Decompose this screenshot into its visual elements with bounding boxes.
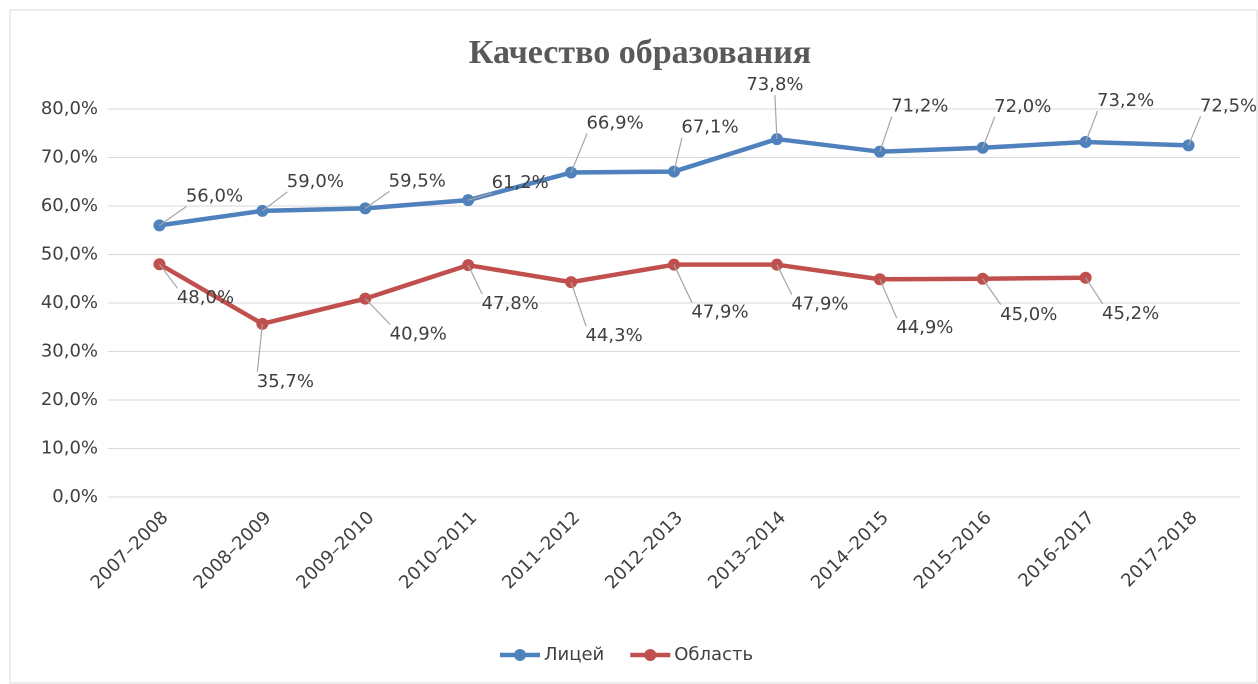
data-label: 67,1% [681,117,738,138]
data-label: 73,2% [1097,90,1154,111]
data-label: 35,7% [257,371,314,392]
leader-line [1085,277,1104,305]
chart-title: Качество образования [469,34,811,71]
leader-line [158,263,178,289]
data-label: 44,3% [585,325,642,346]
leader-line [570,133,588,173]
leader-line [468,192,493,201]
y-tick-label: 20,0% [41,389,98,410]
leader-line [467,264,483,295]
leader-line [982,116,996,149]
data-label: 71,2% [891,96,948,117]
data-label: 45,0% [1000,304,1057,325]
legend-label: Лицей [544,644,604,665]
y-tick-label: 0,0% [52,486,98,507]
leader-line [159,205,187,226]
leader-line [774,95,778,140]
data-label: 47,9% [691,302,748,323]
leader-line [673,264,693,303]
data-label: 45,2% [1102,303,1159,324]
y-tick-label: 40,0% [41,292,98,313]
leader-line [364,190,390,209]
data-label: 61,2% [492,172,549,193]
leader-line [262,191,288,212]
y-tick-label: 60,0% [41,195,98,216]
leader-line [1187,116,1202,146]
y-tick-label: 50,0% [41,244,98,265]
y-tick-label: 80,0% [41,98,98,119]
leader-line [364,298,391,326]
leader-line [879,116,893,152]
leader-line [776,264,793,295]
leader-line [982,278,1002,306]
chart-frame [9,9,1258,684]
y-tick-label: 30,0% [41,341,98,362]
leader-line [1085,110,1099,143]
leader-line [673,137,683,172]
data-label: 66,9% [586,113,643,134]
leader-line [879,278,898,319]
data-label: 59,5% [389,170,446,191]
data-label: 47,9% [791,294,848,315]
data-label: 40,9% [390,324,447,345]
data-label: 47,8% [482,293,539,314]
legend-marker [514,649,526,661]
y-tick-label: 10,0% [41,438,98,459]
leader-line [256,323,263,372]
legend-marker [644,649,657,661]
data-label: 56,0% [186,185,243,206]
leader-line [570,281,587,327]
y-tick-label: 70,0% [41,147,98,168]
data-label: 73,8% [746,74,803,95]
data-label: 72,5% [1200,95,1257,116]
legend-label: Область [674,644,753,665]
series-line [158,262,1086,327]
data-label: 48,0% [177,287,234,308]
data-label: 72,0% [994,96,1051,117]
data-label: 59,0% [287,171,344,192]
data-label: 44,9% [896,317,953,338]
